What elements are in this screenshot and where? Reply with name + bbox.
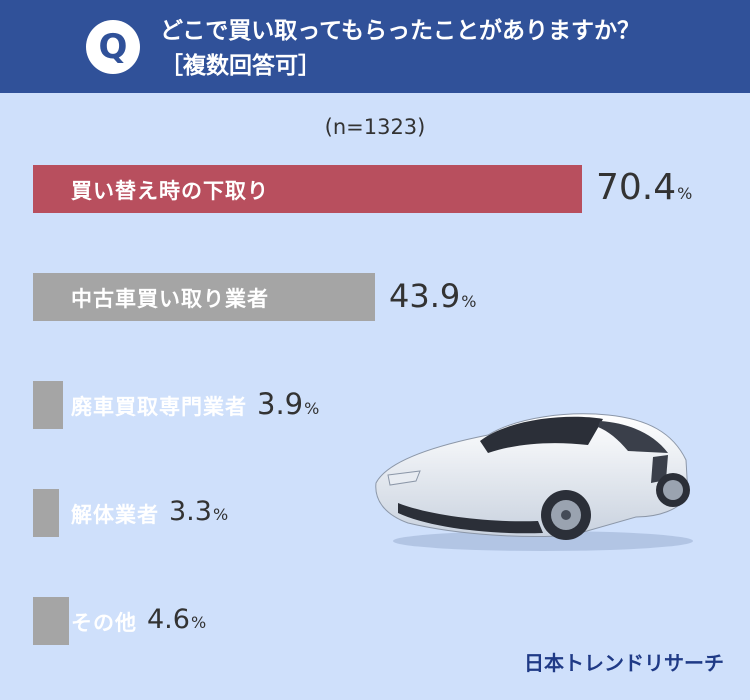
value-number: 3.9 [257, 387, 304, 422]
sample-size: (n=1323) [324, 115, 426, 139]
q-badge: Q [86, 20, 140, 74]
bar-chart [33, 165, 582, 645]
category-label: 解体業者 [71, 503, 159, 527]
bar-1 [33, 165, 582, 213]
question-header: Q どこで買い取ってもらったことがありますか？ ［複数回答可］ [0, 0, 750, 93]
brand-logo: 日本トレンドリサーチ [524, 651, 724, 675]
bar-3 [33, 381, 63, 429]
bar-2 [33, 273, 375, 321]
question-text: どこで買い取ってもらったことがありますか？ [160, 18, 641, 44]
percent-unit: % [677, 183, 693, 203]
bar-5 [33, 597, 69, 645]
question-note: ［複数回答可］ [160, 53, 321, 79]
category-label: 中古車買い取り業者 [71, 287, 269, 311]
category-label: 買い替え時の下取り [71, 179, 269, 203]
value-label: 4.6% [147, 604, 206, 635]
value-number: 70.4 [596, 166, 677, 208]
percent-unit: % [212, 505, 229, 525]
value-number: 43.9 [389, 277, 461, 316]
percent-unit: % [304, 399, 320, 419]
value-label: 3.9% [257, 387, 319, 421]
percent-unit: % [190, 613, 207, 633]
category-label: その他 [71, 611, 137, 635]
category-label: 廃車買取専門業者 [71, 395, 247, 419]
value-label: 3.3% [169, 496, 228, 527]
percent-unit: % [461, 292, 477, 312]
bar-4 [33, 489, 59, 537]
car-illustration [375, 413, 693, 551]
value-number: 3.3 [169, 496, 212, 528]
value-label: 43.9% [389, 277, 476, 315]
value-number: 4.6 [147, 604, 190, 636]
value-label: 70.4% [596, 167, 692, 208]
